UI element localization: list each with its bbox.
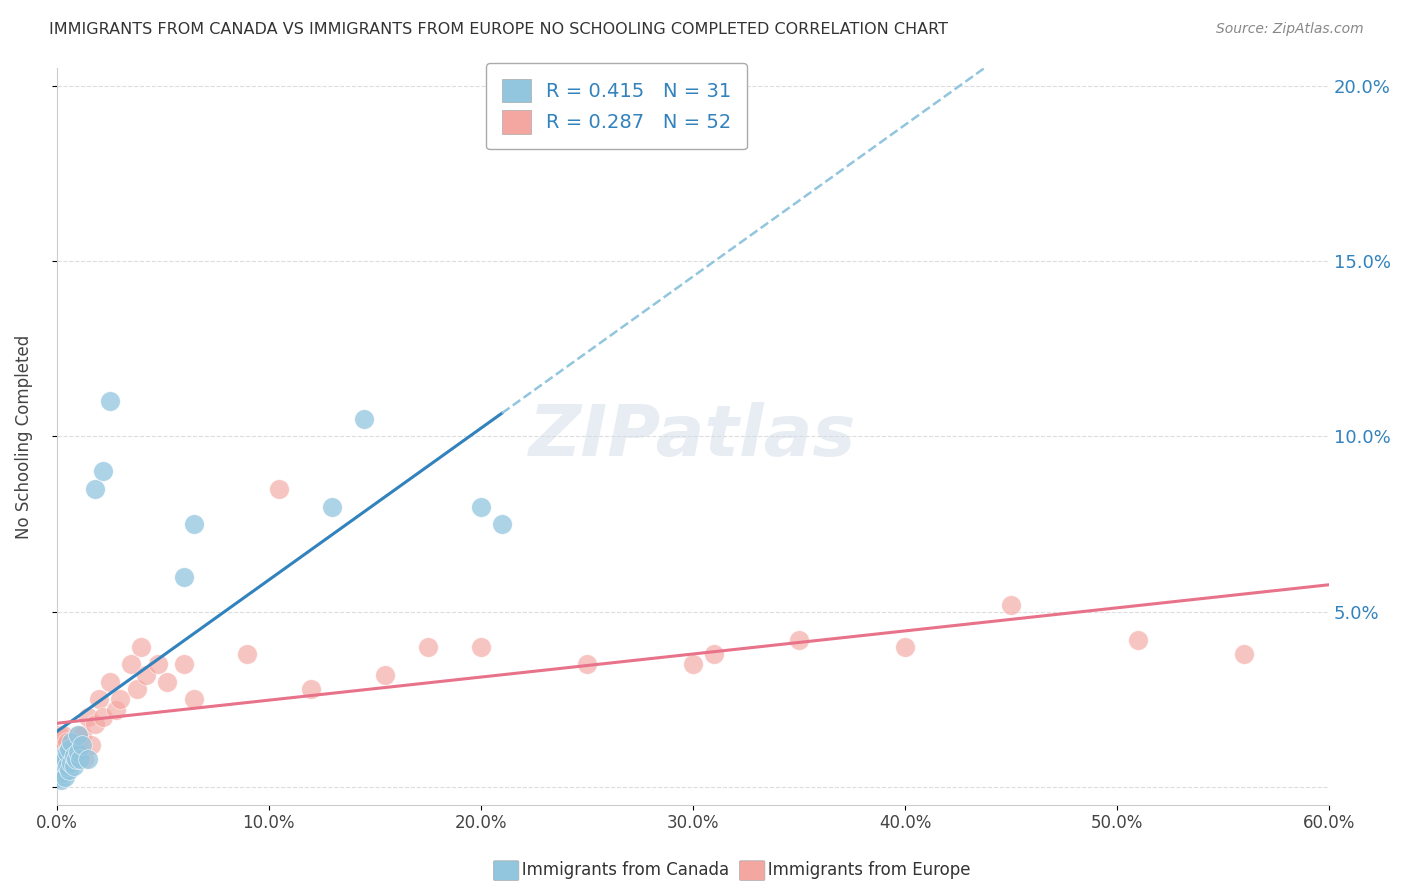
- Point: [70, 727, 93, 741]
- Point: [62, 748, 84, 763]
- Point: [470, 500, 492, 514]
- Text: Immigrants from Canada: Immigrants from Canada: [506, 861, 730, 879]
- Point: [1000, 598, 1022, 612]
- Point: [135, 668, 157, 682]
- Point: [105, 703, 128, 717]
- Point: [56, 745, 79, 759]
- Point: [787, 632, 810, 647]
- Text: IMMIGRANTS FROM CANADA VS IMMIGRANTS FROM EUROPE NO SCHOOLING COMPLETED CORRELAT: IMMIGRANTS FROM CANADA VS IMMIGRANTS FRO…: [49, 22, 948, 37]
- Point: [56, 759, 79, 773]
- Point: [148, 657, 170, 672]
- Point: [353, 412, 375, 426]
- Point: [48, 770, 70, 784]
- Point: [91, 465, 114, 479]
- Point: [156, 674, 179, 689]
- Point: [91, 710, 114, 724]
- Point: [703, 647, 725, 661]
- Point: [48, 727, 70, 741]
- Point: [66, 745, 89, 759]
- Point: [49, 763, 72, 777]
- Point: [470, 640, 492, 654]
- Point: [131, 640, 153, 654]
- Point: [58, 763, 80, 777]
- Point: [62, 752, 84, 766]
- Point: [49, 738, 72, 752]
- Point: [60, 756, 83, 770]
- Point: [183, 517, 205, 532]
- Point: [682, 657, 704, 672]
- Text: ZIPatlas: ZIPatlas: [529, 402, 856, 471]
- Point: [58, 741, 80, 756]
- Point: [66, 741, 89, 756]
- Point: [491, 517, 513, 532]
- Point: [416, 640, 439, 654]
- Point: [60, 745, 83, 759]
- Point: [575, 657, 598, 672]
- Point: [66, 727, 89, 741]
- Point: [52, 745, 75, 759]
- Y-axis label: No Schooling Completed: No Schooling Completed: [15, 334, 32, 539]
- Point: [173, 570, 195, 584]
- Point: [299, 681, 322, 696]
- Point: [1128, 632, 1150, 647]
- Point: [321, 500, 343, 514]
- Point: [52, 727, 75, 741]
- Point: [49, 752, 72, 766]
- Point: [77, 710, 100, 724]
- Point: [62, 738, 84, 752]
- Point: [53, 770, 76, 784]
- Text: Source: ZipAtlas.com: Source: ZipAtlas.com: [1216, 22, 1364, 37]
- Point: [269, 482, 291, 496]
- Point: [52, 766, 75, 780]
- Point: [48, 745, 70, 759]
- Point: [60, 756, 83, 770]
- Point: [56, 745, 79, 759]
- Point: [120, 657, 142, 672]
- Point: [58, 752, 80, 766]
- Point: [52, 748, 75, 763]
- Point: [87, 692, 110, 706]
- Point: [77, 752, 100, 766]
- Point: [53, 738, 76, 752]
- Point: [110, 692, 132, 706]
- Point: [183, 692, 205, 706]
- Legend: R = 0.415   N = 31, R = 0.287   N = 52: R = 0.415 N = 31, R = 0.287 N = 52: [486, 63, 747, 149]
- Point: [65, 752, 87, 766]
- Point: [73, 752, 96, 766]
- Point: [69, 745, 91, 759]
- Point: [98, 674, 121, 689]
- Point: [374, 668, 396, 682]
- Point: [66, 727, 89, 741]
- Point: [127, 681, 149, 696]
- Point: [98, 394, 121, 409]
- Point: [894, 640, 917, 654]
- Point: [62, 759, 84, 773]
- Point: [70, 738, 93, 752]
- Point: [83, 482, 105, 496]
- Text: Immigrants from Europe: Immigrants from Europe: [752, 861, 970, 879]
- Point: [58, 741, 80, 756]
- Point: [60, 734, 83, 748]
- Point: [53, 752, 76, 766]
- Point: [69, 752, 91, 766]
- Point: [56, 734, 79, 748]
- Point: [52, 756, 75, 770]
- Point: [236, 647, 259, 661]
- Point: [1233, 647, 1256, 661]
- Point: [79, 738, 101, 752]
- Point: [49, 773, 72, 788]
- Point: [65, 748, 87, 763]
- Point: [83, 717, 105, 731]
- Point: [173, 657, 195, 672]
- Point: [53, 752, 76, 766]
